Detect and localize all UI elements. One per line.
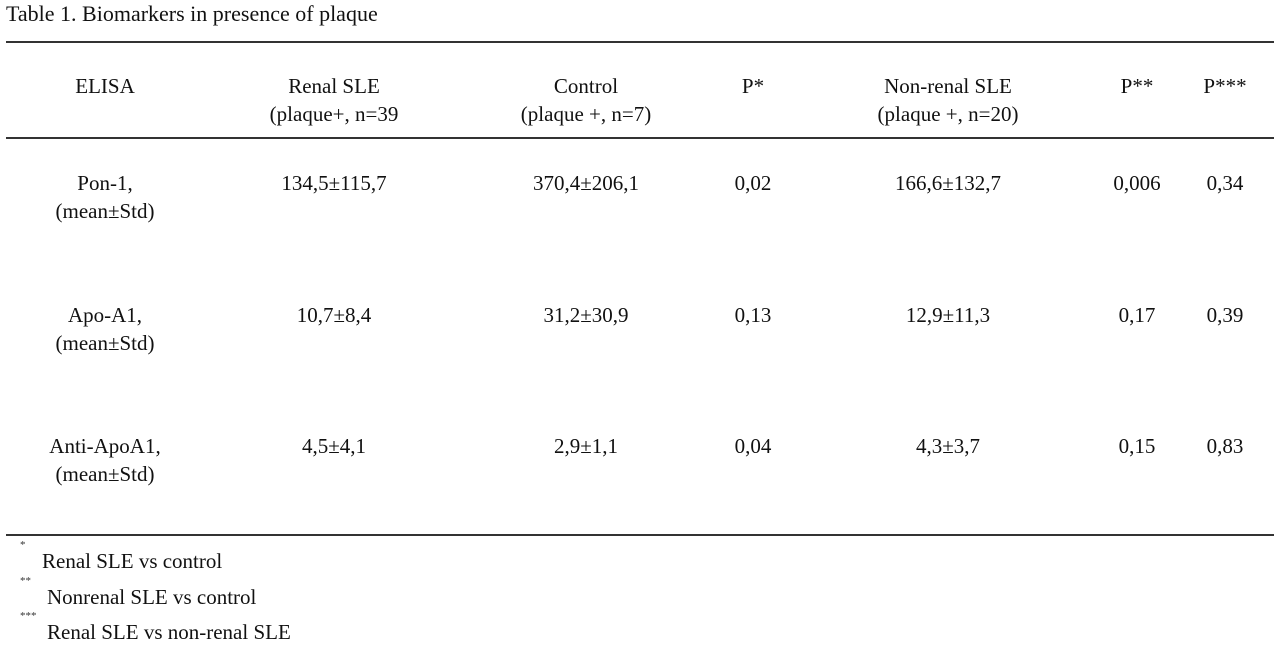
- footnote: *** Renal SLE vs non-renal SLE: [20, 610, 291, 645]
- cell-control: 31,2±30,9: [543, 303, 629, 327]
- row-label: Apo-A1, (mean±Std): [55, 301, 154, 357]
- cell-nonrenal-sle: 4,3±3,7: [915, 434, 981, 458]
- footnote: ** Nonrenal SLE vs control: [20, 575, 257, 610]
- header-elisa: ELISA: [75, 72, 135, 100]
- cell-p3: 0,39: [1206, 303, 1244, 327]
- row-label-line-2: (mean±Std): [55, 199, 155, 223]
- header-p2-line: P**: [1120, 74, 1154, 98]
- row-label-line-1: Anti-ApoA1,: [49, 434, 161, 458]
- row-label-line-2: (mean±Std): [55, 462, 155, 486]
- header-p1: P*: [742, 72, 764, 100]
- header-control-line-1: Control: [553, 74, 619, 98]
- cell-p2: 0,006: [1113, 171, 1161, 195]
- cell-renal-sle: 134,5±115,7: [281, 171, 387, 195]
- cell-p1: 0,04: [734, 434, 772, 458]
- header-p2: P**: [1121, 72, 1154, 100]
- cell-control: 370,4±206,1: [532, 171, 640, 195]
- header-rule: [6, 137, 1274, 139]
- header-p1-line: P*: [741, 74, 765, 98]
- cell-nonrenal-sle: 12,9±11,3: [905, 303, 991, 327]
- cell-renal-sle: 10,7±8,4: [296, 303, 372, 327]
- header-elisa-line: ELISA: [75, 74, 135, 98]
- row-label: Anti-ApoA1, (mean±Std): [49, 432, 160, 488]
- cell-p3: 0,83: [1206, 434, 1244, 458]
- header-control: Control (plaque +, n=7): [521, 72, 651, 128]
- cell-renal-sle: 4,5±4,1: [301, 434, 367, 458]
- header-p3-line: P***: [1203, 74, 1247, 98]
- footnote-mark: *: [20, 539, 26, 551]
- footnote-text: Renal SLE vs non-renal SLE: [47, 620, 291, 644]
- row-label: Pon-1, (mean±Std): [55, 169, 154, 225]
- footnote-text: Nonrenal SLE vs control: [47, 585, 257, 609]
- row-label-line-1: Apo-A1,: [67, 303, 143, 327]
- header-p3: P***: [1203, 72, 1246, 100]
- row-label-line-1: Pon-1,: [77, 171, 133, 195]
- cell-p2: 0,17: [1118, 303, 1156, 327]
- row-label-line-2: (mean±Std): [55, 331, 155, 355]
- cell-p1: 0,13: [734, 303, 772, 327]
- header-nonrenal-sle-line-2: (plaque +, n=20): [877, 102, 1019, 126]
- cell-p2: 0,15: [1118, 434, 1156, 458]
- header-renal-sle: Renal SLE (plaque+, n=39: [270, 72, 399, 128]
- header-renal-sle-line-1: Renal SLE: [288, 74, 380, 98]
- bottom-rule: [6, 534, 1274, 536]
- cell-p3: 0,34: [1206, 171, 1244, 195]
- cell-control: 2,9±1,1: [553, 434, 619, 458]
- header-control-line-2: (plaque +, n=7): [520, 102, 652, 126]
- header-nonrenal-sle-line-1: Non-renal SLE: [884, 74, 1012, 98]
- table-caption: Table 1. Biomarkers in presence of plaqu…: [6, 1, 378, 26]
- header-renal-sle-line-2: (plaque+, n=39: [269, 102, 399, 126]
- cell-nonrenal-sle: 166,6±132,7: [894, 171, 1002, 195]
- footnote-mark: ***: [20, 610, 37, 622]
- top-rule: [6, 41, 1274, 43]
- footnote: * Renal SLE vs control: [20, 539, 223, 574]
- footnote-text: Renal SLE vs control: [42, 549, 223, 573]
- header-nonrenal-sle: Non-renal SLE (plaque +, n=20): [878, 72, 1019, 128]
- footnote-mark: **: [20, 575, 31, 587]
- cell-p1: 0,02: [734, 171, 772, 195]
